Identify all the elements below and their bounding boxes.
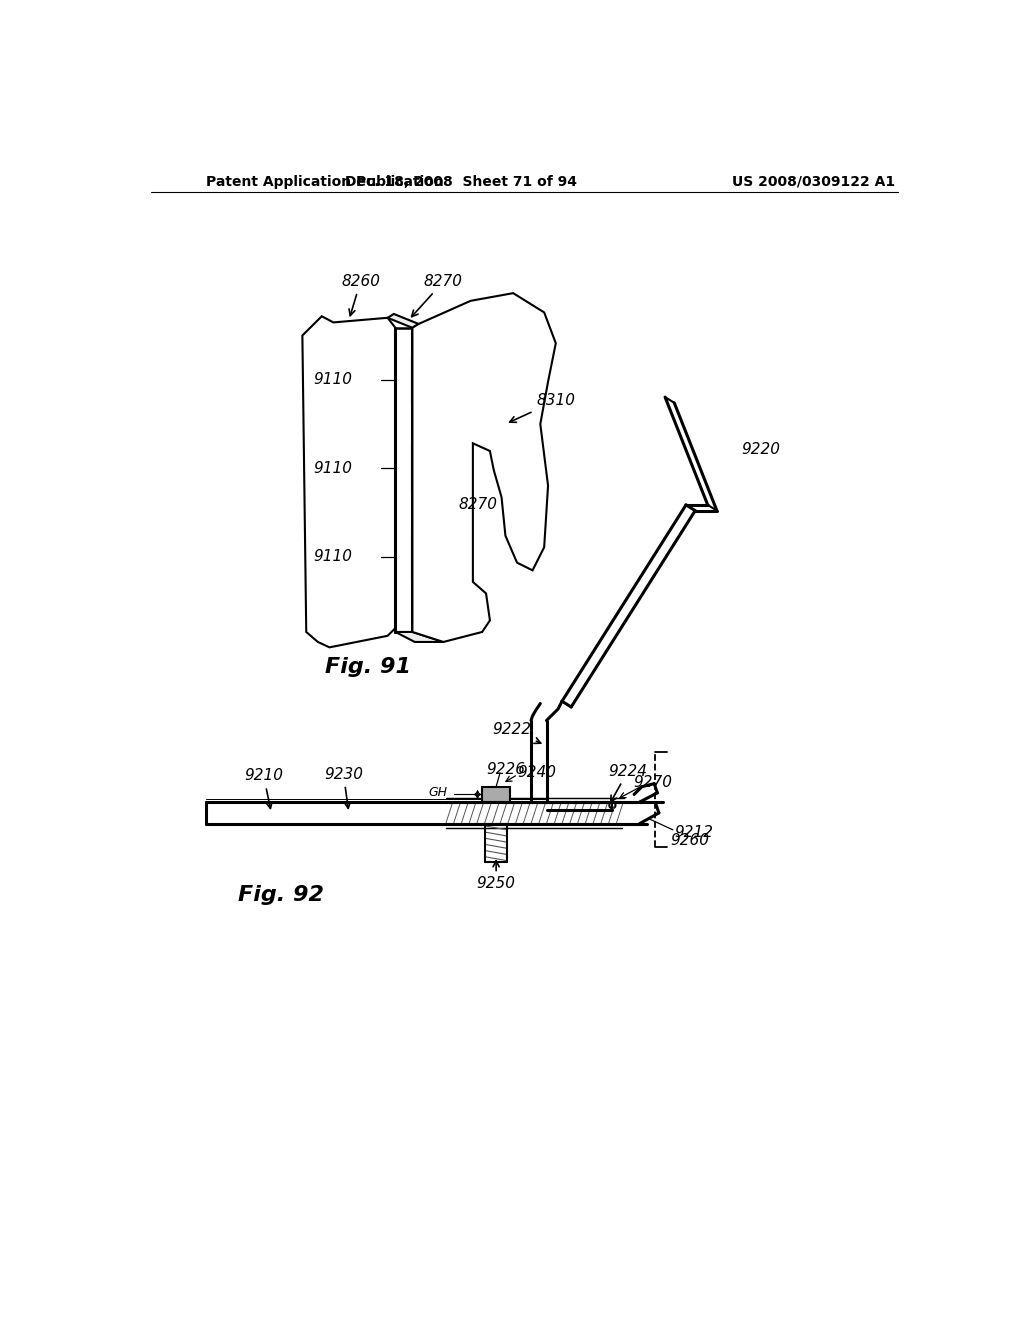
Polygon shape [413, 536, 453, 578]
Polygon shape [453, 532, 459, 578]
Polygon shape [395, 327, 413, 632]
Polygon shape [417, 540, 449, 573]
Polygon shape [388, 314, 419, 327]
Text: 9224: 9224 [608, 764, 647, 803]
Text: 9230: 9230 [324, 767, 362, 808]
Text: 9222: 9222 [493, 722, 541, 743]
Text: 9226: 9226 [486, 762, 525, 777]
Text: 9240: 9240 [518, 766, 557, 780]
Text: 8270: 8270 [412, 275, 463, 317]
Polygon shape [413, 444, 459, 447]
Text: 9110: 9110 [313, 461, 352, 475]
Polygon shape [413, 355, 459, 359]
Text: GH: GH [428, 785, 447, 799]
Text: Fig. 92: Fig. 92 [239, 884, 325, 904]
Text: Fig. 91: Fig. 91 [326, 656, 412, 677]
Text: 9270: 9270 [633, 775, 672, 791]
Text: 9220: 9220 [741, 441, 780, 457]
Polygon shape [413, 359, 453, 401]
Polygon shape [453, 355, 459, 401]
Text: 8310: 8310 [510, 393, 575, 422]
Text: Dec. 18, 2008  Sheet 71 of 94: Dec. 18, 2008 Sheet 71 of 94 [345, 174, 578, 189]
Text: Patent Application Publication: Patent Application Publication [206, 174, 443, 189]
Text: 9210: 9210 [244, 768, 283, 808]
Text: 9260: 9260 [671, 833, 710, 849]
Text: 8270: 8270 [459, 498, 498, 512]
Polygon shape [302, 317, 395, 647]
Text: 8260: 8260 [341, 275, 380, 315]
Polygon shape [413, 293, 556, 642]
Text: 9212: 9212 [675, 825, 714, 840]
Text: 9250: 9250 [476, 861, 516, 891]
Text: 9110: 9110 [313, 549, 352, 565]
Polygon shape [417, 363, 449, 396]
Polygon shape [482, 787, 510, 803]
Polygon shape [395, 632, 443, 642]
Polygon shape [413, 447, 453, 490]
Text: 9110: 9110 [313, 372, 352, 387]
Text: US 2008/0309122 A1: US 2008/0309122 A1 [732, 174, 896, 189]
Polygon shape [417, 451, 449, 484]
Polygon shape [413, 532, 459, 536]
Polygon shape [453, 444, 459, 490]
